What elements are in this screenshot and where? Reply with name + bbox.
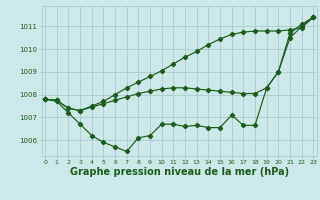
X-axis label: Graphe pression niveau de la mer (hPa): Graphe pression niveau de la mer (hPa): [70, 167, 289, 177]
